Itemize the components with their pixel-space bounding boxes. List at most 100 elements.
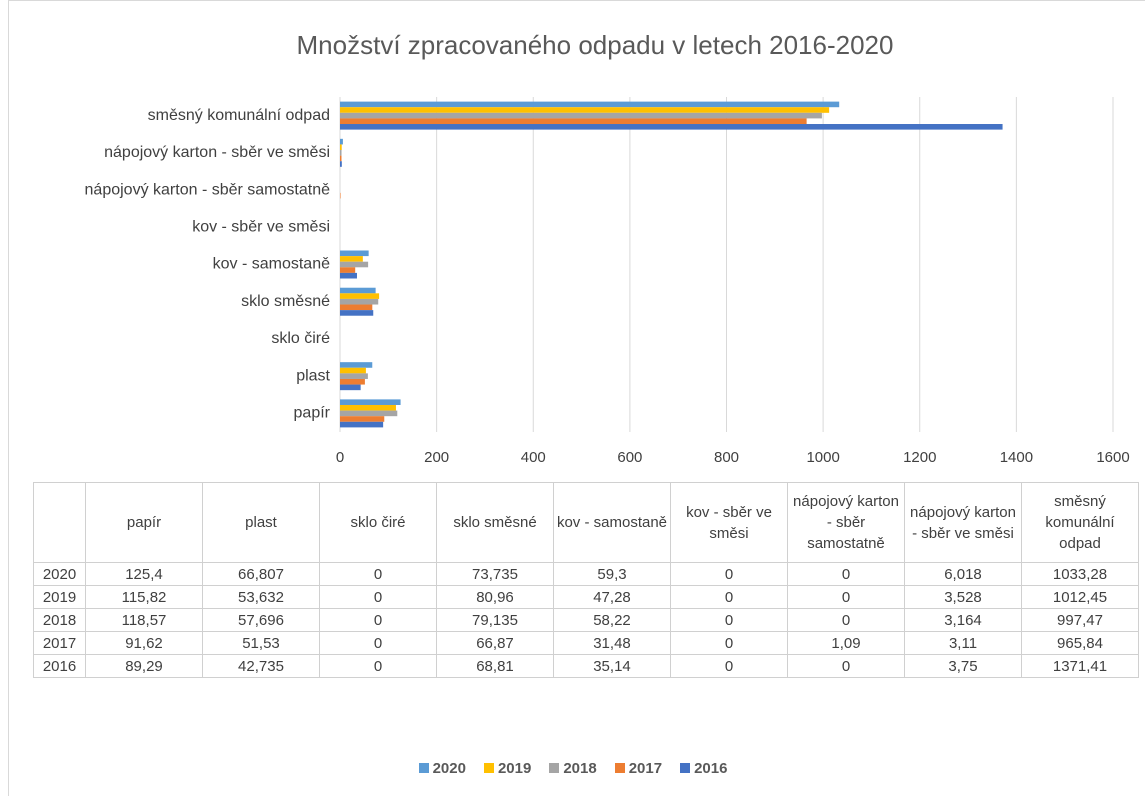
table-cell: 89,29 — [85, 654, 203, 678]
table-cell: 35,14 — [553, 654, 671, 678]
table-cell: 0 — [787, 608, 905, 632]
table-cell: 31,48 — [553, 631, 671, 655]
table-cell: 1033,28 — [1021, 562, 1139, 586]
bar — [340, 373, 368, 379]
table-cell: 66,87 — [436, 631, 554, 655]
table-cell: 3,75 — [904, 654, 1022, 678]
category-label: směsný komunální odpad — [148, 107, 330, 124]
table-cell: 80,96 — [436, 585, 554, 609]
legend-label: 2020 — [432, 760, 466, 777]
legend-swatch — [549, 763, 560, 773]
table-cell: 0 — [787, 585, 905, 609]
table-row-header: 2019 — [33, 585, 86, 609]
table-cell: 66,807 — [202, 562, 320, 586]
table-cell: 0 — [787, 654, 905, 678]
legend-item: 2019 — [483, 760, 531, 777]
bar — [340, 416, 385, 422]
table-cell: 58,22 — [553, 608, 671, 632]
bar — [340, 150, 342, 156]
table-cell: 57,696 — [202, 608, 320, 632]
table-corner — [33, 482, 86, 563]
bar — [340, 250, 369, 257]
table-cell: 73,735 — [436, 562, 554, 586]
bar — [340, 155, 342, 162]
bar — [340, 267, 356, 273]
bar — [340, 304, 373, 311]
table-row: 2017 91,62 51,53 0 66,87 31,48 0 1,09 3,11 965,84 — [33, 631, 1139, 655]
table-cell: 115,82 — [85, 585, 203, 609]
x-tick-label: 600 — [617, 449, 642, 466]
bar — [340, 293, 380, 299]
category-label: papír — [294, 405, 331, 422]
table-cell: 0 — [787, 562, 905, 586]
legend-swatch — [680, 763, 691, 773]
table-header-cell: směsný komunální odpad — [1021, 482, 1139, 563]
table-cell: 1,09 — [787, 631, 905, 655]
bar — [340, 367, 366, 374]
data-table: papír plast sklo čiré sklo směsné kov - samo… — [33, 482, 1139, 678]
bar — [340, 298, 379, 305]
table-cell: 79,135 — [436, 608, 554, 632]
table-cell: 0 — [319, 631, 437, 655]
bar — [340, 124, 1003, 130]
bar — [340, 272, 357, 279]
table-row-header: 2017 — [33, 631, 86, 655]
legend-item: 2017 — [614, 760, 663, 777]
table-cell: 68,81 — [436, 654, 554, 678]
table-cell: 0 — [319, 585, 437, 609]
table-cell: 3,164 — [904, 608, 1022, 632]
table-cell: 997,47 — [1021, 608, 1139, 632]
bar — [340, 118, 807, 125]
table-cell: 3,528 — [904, 585, 1022, 609]
category-label: plast — [296, 367, 330, 384]
bar — [340, 261, 369, 268]
bar — [340, 101, 840, 108]
legend-label: 2016 — [694, 760, 728, 777]
table-header-cell: plast — [202, 482, 320, 563]
legend-swatch — [614, 763, 625, 773]
category-label: sklo směsné — [241, 293, 330, 310]
legend-swatch — [418, 763, 429, 773]
x-tick-label: 200 — [424, 449, 449, 466]
table-cell: 59,3 — [553, 562, 671, 586]
bar — [340, 384, 361, 391]
table-cell: 0 — [670, 585, 788, 609]
x-tick-label: 800 — [714, 449, 739, 466]
table-header-cell: nápojový karton - sběr ve směsi — [904, 482, 1022, 563]
table-row: 2020 125,4 66,807 0 73,735 59,3 0 0 6,018 1033,28 — [33, 562, 1139, 586]
table-cell: 965,84 — [1021, 631, 1139, 655]
category-label: nápojový karton - sběr samostatně — [85, 181, 331, 198]
x-tick-label: 1400 — [1000, 449, 1033, 466]
x-tick-label: 1600 — [1096, 449, 1129, 466]
table-header-cell: nápojový karton - sběr samostatně — [787, 482, 905, 563]
table-header-cell: papír — [85, 482, 203, 563]
chart-frame — [8, 0, 1145, 796]
table-header-row: papír plast sklo čiré sklo směsné kov - samo… — [33, 482, 1139, 563]
x-tick-label: 1200 — [903, 449, 936, 466]
legend-item: 2018 — [549, 760, 597, 777]
bar — [340, 287, 376, 294]
legend-item: 2020 — [418, 760, 466, 777]
legend: 2020 2019 2018 2017 2016 — [0, 760, 1146, 777]
x-tick-label: 1000 — [806, 449, 839, 466]
legend-label: 2018 — [563, 760, 597, 777]
category-label: nápojový karton - sběr ve směsi — [104, 144, 330, 161]
bar — [340, 378, 365, 385]
bar — [340, 161, 342, 167]
table-row: 2018 118,57 57,696 0 79,135 58,22 0 0 3,164 997,4… — [33, 608, 1139, 632]
category-label: sklo čiré — [271, 330, 330, 347]
x-tick-label: 400 — [521, 449, 546, 466]
table-cell: 0 — [670, 608, 788, 632]
chart-title: Množství zpracovaného odpadu v letech 20… — [297, 30, 894, 60]
bar — [340, 310, 374, 316]
legend-label: 2017 — [628, 760, 663, 777]
table-cell: 1371,41 — [1021, 654, 1139, 678]
table-cell: 3,11 — [904, 631, 1022, 655]
table-cell: 47,28 — [553, 585, 671, 609]
table-cell: 6,018 — [904, 562, 1022, 586]
table-cell: 91,62 — [85, 631, 203, 655]
chart: Množství zpracovaného odpadu v letech 20… — [85, 30, 1130, 466]
table-cell: 125,4 — [85, 562, 203, 586]
bar — [340, 107, 830, 113]
